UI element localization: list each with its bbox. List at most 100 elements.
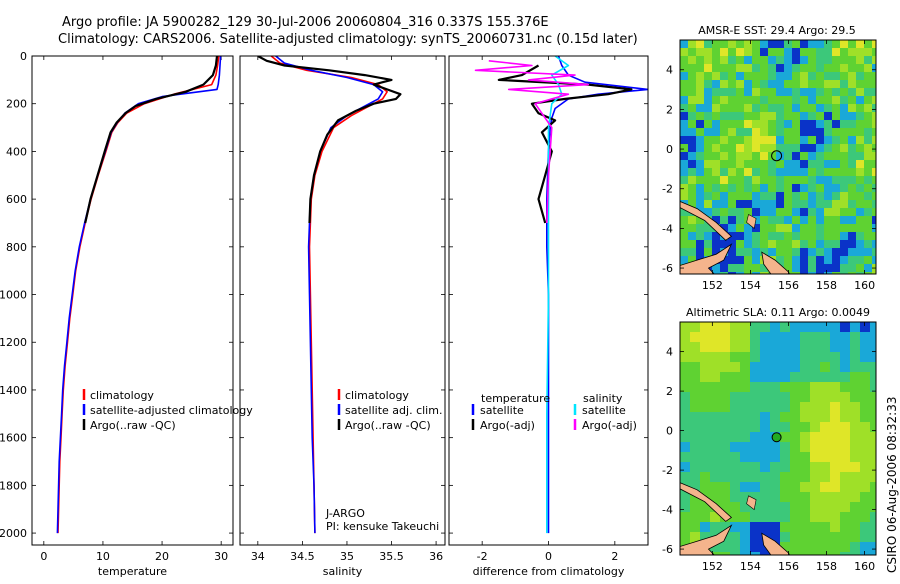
map-cell xyxy=(730,322,741,333)
map-cell xyxy=(792,136,801,145)
map-cell xyxy=(710,442,721,453)
map-cell xyxy=(704,144,713,153)
map-cell xyxy=(688,248,697,257)
map-cell xyxy=(744,72,753,81)
map-cell xyxy=(720,192,729,201)
map-cell xyxy=(840,256,849,265)
map-cell xyxy=(740,552,751,555)
map-cell xyxy=(750,532,761,543)
map-cell xyxy=(744,176,753,185)
map-cell xyxy=(740,482,751,493)
map-cell xyxy=(790,452,801,463)
map-cell xyxy=(752,80,761,89)
map-cell xyxy=(848,216,857,225)
map-cell xyxy=(680,120,689,129)
map-cell xyxy=(830,332,841,343)
map-cell xyxy=(860,342,871,353)
map-cell xyxy=(800,472,811,483)
map-cell xyxy=(792,64,801,73)
map-cell xyxy=(824,248,833,257)
map-cell xyxy=(696,128,705,137)
map-cell xyxy=(808,264,817,273)
map-cell xyxy=(800,72,809,81)
x-axis-label: difference from climatology xyxy=(473,565,625,578)
map-cell xyxy=(860,332,871,343)
x-tick-label: 160 xyxy=(854,279,875,292)
map-cell xyxy=(816,224,825,233)
map-cell xyxy=(730,372,741,383)
map-cell xyxy=(704,104,713,113)
map-cell xyxy=(680,248,689,257)
map-cell xyxy=(760,248,769,257)
map-cell xyxy=(872,216,876,225)
map-cell xyxy=(752,216,761,225)
map-cell xyxy=(704,152,713,161)
map-cell xyxy=(784,240,793,249)
map-cell xyxy=(832,96,841,105)
map-cell xyxy=(680,72,689,81)
map-cell xyxy=(870,382,876,393)
map-cell xyxy=(704,200,713,209)
map-cell xyxy=(744,168,753,177)
map-cell xyxy=(832,216,841,225)
map-cell xyxy=(730,352,741,363)
map-cell xyxy=(728,208,737,217)
map-cell xyxy=(850,372,861,383)
map-cell xyxy=(810,462,821,473)
map-cell xyxy=(740,362,751,373)
map-cell xyxy=(752,144,761,153)
map-cell xyxy=(780,472,791,483)
map-cell xyxy=(704,208,713,217)
map-cell xyxy=(850,532,861,543)
map-cell xyxy=(768,88,777,97)
map-cell xyxy=(848,48,857,57)
map-cell xyxy=(840,442,851,453)
map-cell xyxy=(840,64,849,73)
map-cell xyxy=(736,88,745,97)
map-cell xyxy=(848,104,857,113)
map-cell xyxy=(744,224,753,233)
map-cell xyxy=(744,40,753,49)
map-cell xyxy=(816,128,825,137)
map-cell xyxy=(750,342,761,353)
map-cell xyxy=(872,128,876,137)
map-cell xyxy=(840,342,851,353)
map-cell xyxy=(752,272,761,274)
map-cell xyxy=(840,264,849,273)
map-cell xyxy=(792,72,801,81)
map-cell xyxy=(792,80,801,89)
map-cell xyxy=(800,432,811,443)
map-cell xyxy=(816,272,825,274)
map-cell xyxy=(840,72,849,81)
map-cell xyxy=(872,80,876,89)
map-cell xyxy=(792,152,801,161)
map-cell xyxy=(744,152,753,161)
y-tick-label: 600 xyxy=(6,193,27,206)
map-cell xyxy=(848,80,857,89)
map-cell xyxy=(808,56,817,65)
map-cell xyxy=(720,256,729,265)
map-cell xyxy=(860,532,871,543)
map-cell xyxy=(760,128,769,137)
land-bougainville xyxy=(761,251,790,274)
map-cell xyxy=(760,120,769,129)
series-satellite-adjusted-climatology xyxy=(56,56,222,534)
map-cell xyxy=(864,248,873,257)
map-cell xyxy=(792,88,801,97)
map-cell xyxy=(700,392,711,403)
map-cell xyxy=(824,120,833,129)
map-cell xyxy=(820,352,831,363)
map-cell xyxy=(696,64,705,73)
map-cell xyxy=(824,200,833,209)
map-cell xyxy=(824,48,833,57)
map-cell xyxy=(832,48,841,57)
map-cell xyxy=(730,472,741,483)
map-cell xyxy=(792,240,801,249)
map-cell xyxy=(800,80,809,89)
map-frame xyxy=(679,39,877,275)
map-cell xyxy=(824,104,833,113)
map-cell xyxy=(744,272,753,274)
map-cell xyxy=(744,144,753,153)
map-cell xyxy=(728,176,737,185)
map-cell xyxy=(792,56,801,65)
